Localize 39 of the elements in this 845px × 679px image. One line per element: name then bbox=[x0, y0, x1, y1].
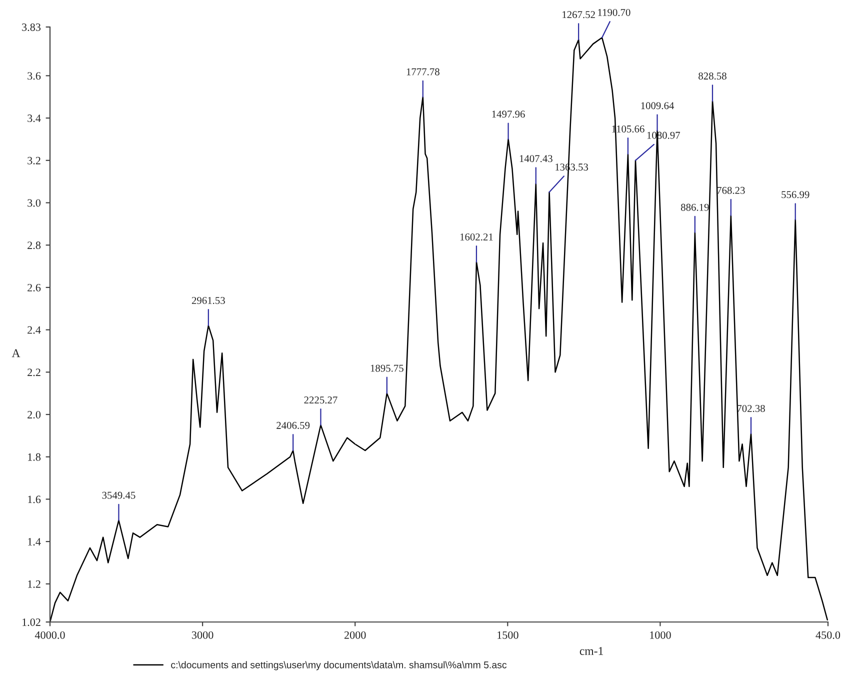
y-tick-label: 1.8 bbox=[28, 453, 41, 461]
x-axis-title: cm-1 bbox=[580, 647, 603, 655]
x-tick-label: 450.0 bbox=[816, 631, 840, 639]
annotation: 2961.53 bbox=[192, 297, 225, 304]
x-tick-label: 1000 bbox=[650, 631, 671, 639]
x-tick-label: 2000 bbox=[344, 631, 366, 639]
y-tick-label: 2.8 bbox=[28, 242, 41, 250]
annotation: 1009.64 bbox=[641, 102, 674, 110]
y-tick-label: 2.0 bbox=[28, 410, 41, 419]
y-tick-label: 3.83 bbox=[22, 23, 41, 32]
y-tick-label: 3.0 bbox=[28, 199, 41, 207]
y-tick-label: 2.6 bbox=[28, 284, 41, 292]
annotation: 2406.59 bbox=[276, 422, 310, 429]
annotation: 828.58 bbox=[698, 72, 726, 80]
y-tick-label: 1.2 bbox=[28, 580, 40, 588]
annotation: 1602.21 bbox=[460, 233, 493, 241]
annotation: 1777.78 bbox=[406, 68, 440, 76]
y-tick-label: 2.4 bbox=[28, 326, 41, 334]
y-axis-title: A bbox=[12, 349, 20, 358]
annotation: 1267.52 bbox=[562, 11, 595, 18]
y-tick-label: 3.2 bbox=[28, 156, 40, 164]
annotation: 886.19 bbox=[680, 204, 709, 211]
x-tick-label: 1500 bbox=[498, 631, 518, 639]
annotation: 2225.27 bbox=[304, 396, 338, 404]
annotation: 1190.70 bbox=[598, 8, 630, 16]
y-tick-label: 1.6 bbox=[28, 496, 41, 504]
annotation: 556.99 bbox=[782, 191, 810, 198]
annotation: 3549.45 bbox=[102, 492, 136, 499]
annotation: 1895.75 bbox=[370, 364, 404, 372]
y-tick-label: 3.4 bbox=[28, 114, 41, 122]
y-tick-label: 2.2 bbox=[28, 368, 40, 376]
annotation: 1407.43 bbox=[520, 155, 552, 162]
x-tick-label: 3000 bbox=[192, 631, 214, 639]
y-tick-label: 1.4 bbox=[28, 538, 41, 546]
y-tick-label: 1.02 bbox=[22, 618, 40, 626]
annotation: 1497.96 bbox=[492, 110, 525, 118]
legend-label: c:\documents and settings\user\my documents\data\m. shamsul\%a\mm 5.asc bbox=[171, 661, 507, 670]
x-tick-label: 4000.0 bbox=[34, 631, 65, 639]
y-tick-label: 3.6 bbox=[28, 72, 41, 80]
